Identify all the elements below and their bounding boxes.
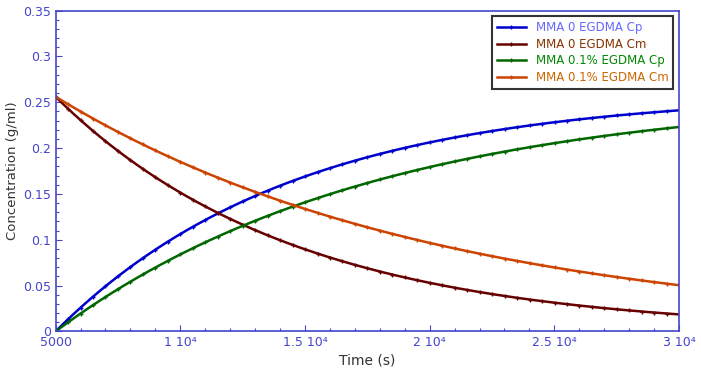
MMA 0 EGDMA Cm [160, 180, 168, 185]
MMA 0.1% EGDMA Cm [318, 212, 326, 216]
MMA 0.1% EGDMA Cp [662, 126, 671, 131]
MMA 0 EGDMA Cm [662, 311, 671, 316]
MMA 0 EGDMA Cp [675, 108, 683, 113]
MMA 0 EGDMA Cm [675, 312, 683, 317]
MMA 0 EGDMA Cp [290, 178, 299, 182]
MMA 0 EGDMA Cp [318, 169, 326, 173]
MMA 0 EGDMA Cm [123, 155, 131, 160]
MMA 0 EGDMA Cm [318, 253, 326, 257]
Legend: MMA 0 EGDMA Cp, MMA 0 EGDMA Cm, MMA 0.1% EGDMA Cp, MMA 0.1% EGDMA Cm: MMA 0 EGDMA Cp, MMA 0 EGDMA Cm, MMA 0.1%… [492, 16, 673, 88]
MMA 0.1% EGDMA Cm [290, 203, 299, 208]
MMA 0 EGDMA Cp [51, 329, 60, 334]
MMA 0 EGDMA Cm [290, 244, 299, 248]
MMA 0.1% EGDMA Cp [675, 125, 683, 129]
MMA 0 EGDMA Cp [160, 242, 168, 247]
MMA 0.1% EGDMA Cm [595, 272, 604, 277]
Line: MMA 0 EGDMA Cp: MMA 0 EGDMA Cp [53, 108, 681, 333]
Line: MMA 0.1% EGDMA Cm: MMA 0.1% EGDMA Cm [53, 95, 681, 287]
MMA 0.1% EGDMA Cm [123, 134, 131, 139]
MMA 0 EGDMA Cp [662, 109, 671, 113]
MMA 0.1% EGDMA Cp [595, 134, 604, 139]
MMA 0.1% EGDMA Cp [123, 282, 131, 286]
MMA 0 EGDMA Cp [123, 267, 131, 272]
Line: MMA 0 EGDMA Cm: MMA 0 EGDMA Cm [53, 95, 681, 317]
MMA 0 EGDMA Cm [51, 94, 60, 99]
MMA 0.1% EGDMA Cp [51, 329, 60, 334]
Y-axis label: Concentration (g/ml): Concentration (g/ml) [6, 102, 18, 240]
MMA 0.1% EGDMA Cm [160, 152, 168, 157]
MMA 0 EGDMA Cm [595, 305, 604, 310]
X-axis label: Time (s): Time (s) [339, 354, 395, 367]
MMA 0.1% EGDMA Cp [318, 195, 326, 199]
MMA 0.1% EGDMA Cm [51, 94, 60, 99]
Line: MMA 0.1% EGDMA Cp: MMA 0.1% EGDMA Cp [53, 125, 681, 333]
MMA 0.1% EGDMA Cp [160, 261, 168, 265]
MMA 0.1% EGDMA Cm [662, 282, 671, 286]
MMA 0.1% EGDMA Cp [290, 204, 299, 208]
MMA 0.1% EGDMA Cm [675, 283, 683, 288]
MMA 0 EGDMA Cp [595, 115, 604, 119]
